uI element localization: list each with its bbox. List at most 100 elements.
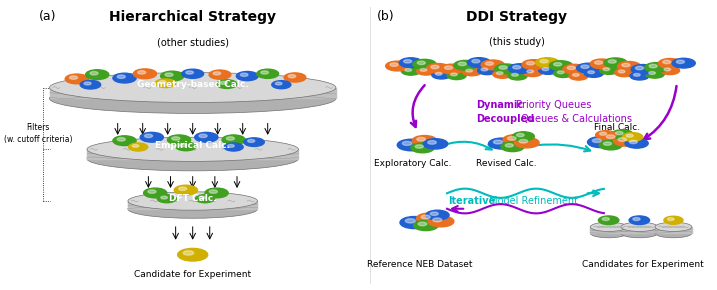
Circle shape — [467, 58, 490, 68]
Circle shape — [182, 69, 204, 78]
Circle shape — [672, 58, 695, 68]
Text: Candidates for Experiment: Candidates for Experiment — [582, 260, 703, 269]
Circle shape — [413, 59, 436, 69]
Circle shape — [485, 62, 493, 65]
Circle shape — [458, 62, 466, 66]
Circle shape — [427, 64, 450, 73]
Circle shape — [284, 73, 306, 82]
Circle shape — [462, 68, 481, 76]
Circle shape — [430, 212, 438, 215]
Ellipse shape — [621, 222, 657, 231]
Circle shape — [454, 60, 477, 70]
Circle shape — [70, 76, 77, 79]
Circle shape — [569, 72, 588, 80]
Circle shape — [113, 136, 136, 146]
Circle shape — [179, 187, 186, 191]
Circle shape — [503, 135, 528, 145]
Circle shape — [622, 133, 642, 141]
Text: Iterative: Iterative — [448, 196, 495, 206]
Circle shape — [288, 75, 295, 78]
Circle shape — [386, 61, 409, 71]
Circle shape — [602, 218, 609, 221]
Circle shape — [141, 132, 163, 142]
Circle shape — [390, 63, 398, 66]
Circle shape — [445, 66, 452, 69]
Circle shape — [84, 82, 91, 85]
Circle shape — [660, 66, 680, 75]
Circle shape — [495, 64, 518, 74]
Circle shape — [199, 134, 207, 137]
Circle shape — [148, 190, 156, 193]
Circle shape — [426, 210, 449, 220]
Ellipse shape — [655, 222, 692, 231]
Circle shape — [132, 144, 139, 147]
Text: Final Calc.: Final Calc. — [594, 123, 640, 132]
Circle shape — [414, 220, 438, 231]
Polygon shape — [128, 201, 257, 209]
Circle shape — [599, 216, 619, 224]
Circle shape — [435, 72, 442, 75]
Circle shape — [196, 195, 214, 203]
Text: Reference NEB Dataset: Reference NEB Dataset — [367, 260, 473, 269]
Circle shape — [493, 70, 512, 78]
Circle shape — [404, 60, 412, 63]
Circle shape — [664, 68, 670, 71]
Circle shape — [554, 69, 573, 77]
Circle shape — [186, 71, 194, 74]
Circle shape — [604, 142, 612, 145]
Circle shape — [481, 60, 504, 70]
Circle shape — [668, 218, 674, 220]
Ellipse shape — [655, 229, 692, 238]
Text: Decoupled: Decoupled — [475, 114, 534, 124]
Circle shape — [618, 70, 625, 73]
Circle shape — [590, 59, 614, 69]
Circle shape — [622, 63, 630, 67]
Circle shape — [213, 72, 221, 75]
Circle shape — [612, 130, 633, 139]
Circle shape — [658, 59, 682, 68]
Circle shape — [227, 144, 234, 147]
Circle shape — [397, 139, 424, 151]
Text: (this study): (this study) — [489, 37, 544, 47]
Text: Dynamic: Dynamic — [475, 100, 523, 110]
Circle shape — [617, 61, 641, 71]
Ellipse shape — [128, 200, 257, 218]
Circle shape — [113, 73, 136, 83]
Circle shape — [663, 60, 671, 64]
Circle shape — [195, 132, 218, 142]
Circle shape — [554, 63, 561, 66]
Polygon shape — [49, 88, 336, 99]
Circle shape — [604, 58, 627, 68]
Circle shape — [417, 137, 425, 141]
Text: Priority Queues: Priority Queues — [513, 100, 591, 110]
Circle shape — [432, 71, 451, 79]
Circle shape — [417, 213, 442, 224]
Circle shape — [626, 134, 633, 137]
Circle shape — [417, 61, 425, 65]
Text: Queues & Calculations: Queues & Calculations — [518, 114, 632, 124]
Circle shape — [563, 64, 587, 74]
Circle shape — [90, 72, 98, 75]
Circle shape — [257, 69, 279, 78]
Circle shape — [199, 196, 206, 199]
Polygon shape — [655, 227, 692, 233]
Circle shape — [440, 64, 463, 74]
Circle shape — [630, 140, 637, 144]
Circle shape — [159, 81, 166, 84]
Circle shape — [143, 188, 167, 198]
Circle shape — [645, 63, 668, 72]
Circle shape — [649, 72, 655, 75]
Circle shape — [512, 73, 518, 76]
Circle shape — [237, 71, 258, 81]
Circle shape — [176, 142, 196, 151]
Circle shape — [676, 60, 685, 64]
Circle shape — [526, 61, 534, 65]
Circle shape — [645, 70, 665, 78]
Circle shape — [576, 63, 600, 73]
Circle shape — [155, 79, 176, 88]
Circle shape — [634, 73, 640, 76]
Circle shape — [405, 69, 412, 71]
Circle shape — [447, 72, 466, 80]
Circle shape — [618, 138, 627, 141]
Circle shape — [428, 141, 437, 144]
